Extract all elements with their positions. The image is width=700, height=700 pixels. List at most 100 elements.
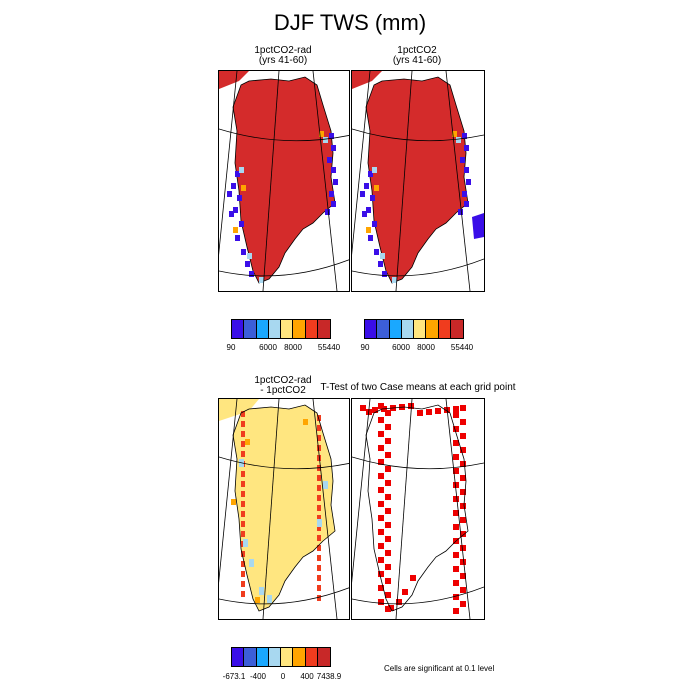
grid-cell [241,511,245,517]
panel-subtitle: (yrs 41-60) [392,55,442,66]
map-panel-difference [218,398,350,620]
grid-cell [241,185,246,191]
grid-cell [385,466,391,472]
grid-cell [317,555,321,561]
grid-cell [231,183,236,189]
grid-cell [385,452,391,458]
grid-cell [241,451,245,457]
grid-cell [317,495,321,501]
grid-cell [317,519,322,527]
colorbar-swatch [438,320,451,338]
panel-title-line1: 1pctCO2 [397,45,437,56]
graticule [219,399,349,619]
colorbar-swatch [232,320,245,338]
grid-cell [317,515,321,521]
positive-rim-cells [241,411,321,601]
graticule [352,399,484,619]
grid-cell [462,133,467,139]
grid-cell [364,183,369,189]
grid-cell [331,201,336,207]
grid-cell [453,454,459,460]
grid-cell [331,145,336,151]
colorbar-swatch [401,320,414,338]
grid-cell [374,249,379,255]
colorbar-swatch [268,648,281,666]
grid-cell [245,439,250,445]
grid-cell [241,471,245,477]
significant-cells [360,403,466,614]
grid-cell [453,510,459,516]
graticule [219,71,349,291]
map-svg [219,71,349,291]
grid-cell [360,405,366,411]
grid-cell [329,133,334,139]
grid-cell [460,475,466,481]
grid-cell [241,441,245,447]
grid-cell [366,227,371,233]
grid-cell [453,468,459,474]
grid-cell [435,408,441,414]
grid-cell [241,531,245,537]
colorbar-tick: -673.1 [222,672,246,681]
panel-title: 1pctCO2 (yrs 41-60) [351,46,483,66]
colorbar-swatch [317,320,330,338]
grid-cell [241,421,245,427]
grid-cell [241,561,245,567]
grid-cell [317,415,321,421]
grid-cell [317,455,321,461]
grid-cell [453,608,459,614]
grid-cell [453,566,459,572]
coastline [232,404,336,612]
map-svg [352,399,484,619]
grid-cell [372,167,377,173]
colorbar-tick: 8000 [417,343,435,352]
grid-cell [453,524,459,530]
grid-cell [317,535,321,541]
map-panel-1pctco2 [351,70,485,292]
orange-cells [233,131,324,233]
grid-cell [453,406,459,412]
grid-cell [453,594,459,600]
ellesmere-difference [219,399,259,421]
colorbar-1 [231,319,331,339]
grid-cell [247,253,252,259]
greenland-field [365,76,469,284]
grid-cell [453,426,459,432]
grid-cell [241,551,245,557]
grid-cell [374,185,379,191]
map-panel-1pctco2-rad [218,70,350,292]
grid-cell [458,209,463,215]
grid-cell [452,131,457,137]
grid-cell [241,521,245,527]
colorbar-swatch [450,320,463,338]
grid-cell [385,508,391,514]
grid-cell [325,209,330,215]
grid-cell [237,195,242,201]
colorbar-swatch [305,648,318,666]
grid-cell [453,552,459,558]
negative-cells [227,133,338,277]
grid-cell [460,447,466,453]
grid-cell [460,531,466,537]
grid-cell [460,559,466,565]
grid-cell [241,581,245,587]
colorbar-tick: 90 [360,343,370,352]
negative-cells [360,133,471,277]
colorbar-swatch [293,648,306,666]
grid-cell [460,419,466,425]
grid-cell [466,179,471,185]
ttest-title: T-Test of two Case means at each grid po… [320,382,516,393]
colorbar-swatch [256,648,269,666]
grid-cell [378,543,384,549]
difference-field [233,405,335,611]
grid-cell [317,575,321,581]
grid-cell [227,191,232,197]
grid-cell [303,419,308,425]
grid-cell [259,587,264,595]
grid-cell [249,559,254,567]
panel-title: 1pctCO2-rad - 1pctCO2 [218,376,348,396]
colorbar-swatch [317,648,330,666]
colorbar-tick: 55440 [450,343,474,352]
grid-cell [385,410,391,416]
grid-cell [323,481,328,489]
